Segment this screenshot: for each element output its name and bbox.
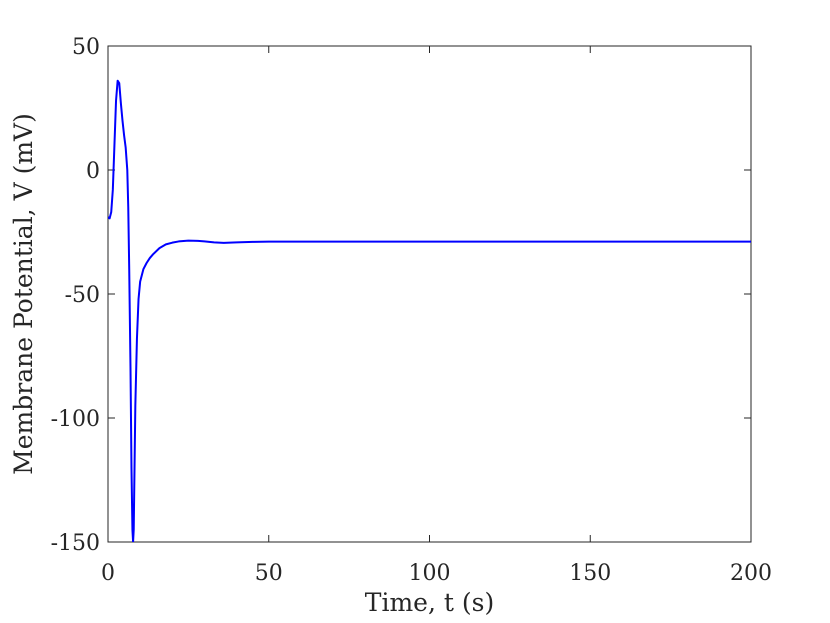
x-axis-label: Time, t (s) <box>365 588 494 617</box>
plot-area <box>107 45 752 543</box>
y-tick-labels: 50 0 -50 -100 -150 <box>51 35 100 556</box>
x-tick-label: 100 <box>409 561 451 586</box>
series-layer <box>108 79 751 542</box>
x-tick-label: 200 <box>730 561 772 586</box>
series-line <box>108 79 751 542</box>
y-tick-label: -50 <box>65 283 100 308</box>
y-tick-label: -100 <box>51 407 100 432</box>
x-tick-label: 0 <box>101 561 115 586</box>
y-axis-label: Membrane Potential, V (mV) <box>9 113 38 475</box>
y-tick-label: 50 <box>72 35 100 60</box>
x-tick-label: 50 <box>255 561 283 586</box>
x-tick-label: 150 <box>569 561 611 586</box>
y-tick-label: 0 <box>86 159 100 184</box>
x-tick-labels: 0 50 100 150 200 <box>101 561 772 586</box>
y-tick-label: -150 <box>51 531 100 556</box>
